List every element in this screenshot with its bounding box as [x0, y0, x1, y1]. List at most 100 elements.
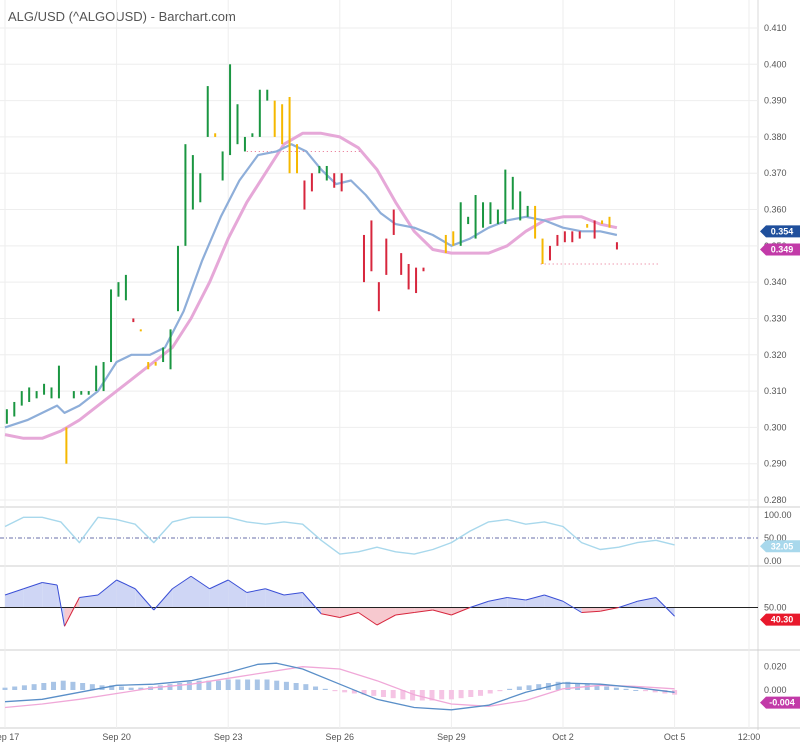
- price-bar: [333, 173, 336, 188]
- macd-histogram-bar: [439, 690, 445, 700]
- slow-ma-line: [4, 131, 618, 440]
- macd-histogram-bar: [536, 684, 542, 690]
- rsi-badge: 40.30: [760, 613, 800, 626]
- macd-histogram-bar: [206, 680, 212, 690]
- price-bar: [266, 89, 269, 101]
- rsi-fill-segment: [246, 588, 266, 608]
- rsi-fill-segment: [637, 597, 656, 608]
- rsi-fill-segment: [377, 607, 396, 625]
- price-bar: [80, 391, 83, 395]
- rsi-line-segment: [525, 594, 545, 601]
- rsi-line-segment: [227, 579, 248, 593]
- price-bar: [586, 224, 589, 228]
- macd-histogram-bar: [419, 690, 425, 701]
- macd-histogram-bar: [633, 690, 639, 691]
- price-bar: [139, 329, 142, 332]
- rsi-fill-segment: [98, 580, 117, 608]
- price-badge-1: 0.349: [760, 243, 800, 256]
- osc-badge-label: 32.05: [771, 541, 794, 551]
- rsi-line-segment: [432, 609, 452, 616]
- price-bar: [296, 144, 299, 174]
- rsi-line-segment: [302, 592, 322, 615]
- price-bar: [578, 231, 581, 239]
- rsi-line-segment: [42, 582, 58, 586]
- price-bar: [124, 274, 127, 301]
- macd-histogram-bar: [642, 690, 648, 692]
- y-tick-label: 0.360: [764, 205, 787, 215]
- price-bar: [57, 365, 60, 399]
- rsi-tick-label: 50.00: [764, 603, 787, 613]
- price-bar: [318, 165, 321, 174]
- price-bar: [206, 86, 209, 137]
- rsi-line-segment: [79, 594, 99, 598]
- macd-histogram-bar: [293, 683, 299, 690]
- price-bar: [362, 234, 365, 283]
- macd-histogram-bar: [31, 684, 37, 690]
- macd-histogram-bar: [70, 681, 76, 690]
- macd-histogram-bar: [458, 690, 464, 699]
- y-tick-label: 0.330: [764, 313, 787, 323]
- macd-tick-label: 0.020: [764, 662, 787, 672]
- y-tick-label: 0.410: [764, 23, 787, 33]
- price-bar: [281, 104, 284, 145]
- rsi-line-segment: [64, 597, 80, 627]
- rsi-line-segment: [358, 612, 378, 626]
- rsi-line-segment: [283, 592, 303, 596]
- rsi-fill-segment: [5, 588, 24, 608]
- price-bar: [191, 155, 194, 210]
- chart-title: ALG/USD (^ALGOUSD) - Barchart.com: [8, 9, 236, 24]
- y-tick-label: 0.320: [764, 350, 787, 360]
- price-bar: [593, 220, 596, 239]
- price-bar: [310, 173, 313, 192]
- price-bar: [50, 387, 53, 399]
- price-bar: [117, 282, 120, 297]
- x-tick-label: Sep 26: [326, 732, 355, 742]
- rsi-fill-segment: [191, 576, 210, 608]
- rsi-line-segment: [116, 579, 136, 590]
- price-bar: [452, 231, 455, 246]
- price-bar: [199, 173, 202, 203]
- macd-histogram-bar: [186, 681, 192, 690]
- macd-histogram-bar: [89, 684, 95, 690]
- macd-histogram-bar: [410, 690, 416, 701]
- macd-histogram-bar: [2, 687, 8, 690]
- price-bar: [162, 347, 165, 363]
- macd-histogram-bar: [429, 690, 435, 701]
- macd-badge: -0.004: [760, 696, 800, 709]
- rsi-line-segment: [23, 582, 43, 590]
- y-tick-label: 0.340: [764, 277, 787, 287]
- price-bar: [444, 234, 447, 254]
- macd-histogram-bar: [390, 690, 396, 699]
- macd-badge-label: -0.004: [769, 698, 795, 708]
- macd-histogram-bar: [51, 681, 57, 690]
- macd-histogram-bar: [487, 690, 493, 694]
- price-bar: [243, 136, 246, 152]
- x-tick-label: Oct 2: [552, 732, 574, 742]
- price-bar: [392, 209, 395, 235]
- macd-histogram-bar: [264, 679, 270, 690]
- rsi-fill-segment: [284, 592, 303, 608]
- macd-histogram-bar: [177, 683, 183, 690]
- macd-histogram-bar: [283, 681, 289, 690]
- macd-signal-line: [4, 666, 675, 709]
- price-bar: [541, 238, 544, 264]
- rsi-line-segment: [97, 579, 117, 596]
- y-tick-label: 0.300: [764, 422, 787, 432]
- price-bar: [43, 383, 46, 395]
- macd-histogram-bar: [478, 690, 484, 696]
- macd-histogram-bar: [371, 690, 377, 696]
- rsi-line-segment: [581, 610, 601, 613]
- price-bar: [176, 245, 179, 312]
- price-bar: [20, 391, 23, 406]
- fast-ma-line: [4, 143, 618, 429]
- macd-histogram-bar: [332, 690, 338, 692]
- rsi-fill-segment: [265, 588, 284, 608]
- price-bar: [496, 209, 499, 225]
- price-bar: [132, 318, 135, 323]
- macd-histogram-bar: [128, 687, 134, 690]
- price-bar: [519, 191, 522, 221]
- price-bar: [571, 231, 574, 243]
- price-bar: [608, 216, 611, 228]
